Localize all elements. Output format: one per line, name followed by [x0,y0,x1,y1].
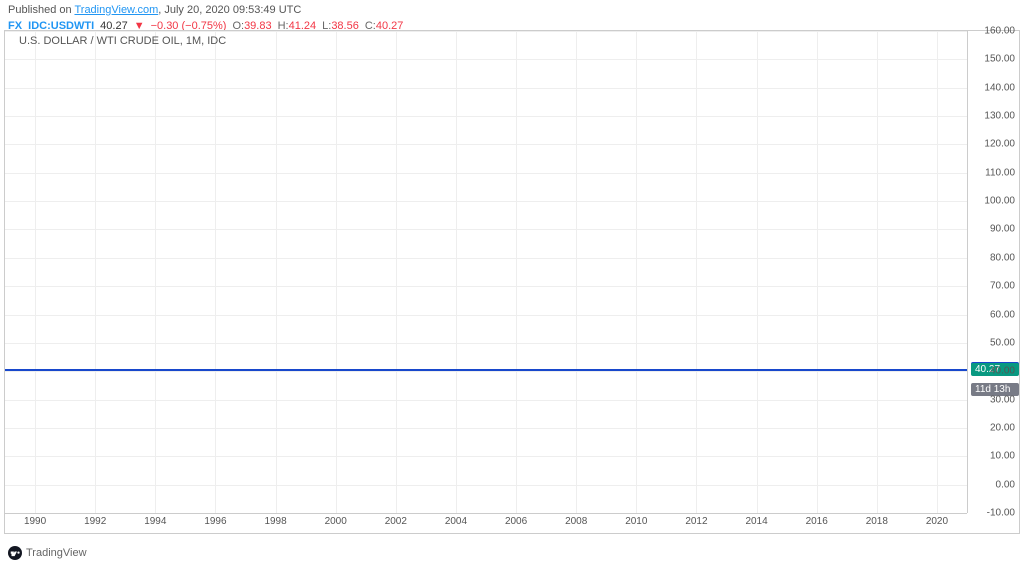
chart-header: Published on TradingView.com, July 20, 2… [0,0,1024,20]
tradingview-icon [8,546,22,560]
x-axis[interactable]: 1990199219941996199820002002200420062008… [5,513,967,533]
published-label: Published on TradingView.com, July 20, 2… [8,4,301,16]
site-link[interactable]: TradingView.com [74,4,158,16]
y-axis[interactable]: -10.000.0010.0020.0030.0040.0050.0060.00… [967,31,1019,513]
price-chart[interactable]: 40.8940.2711d 13h [5,31,967,513]
chart-container: U.S. DOLLAR / WTI CRUDE OIL, 1M, IDC 40.… [4,30,1020,534]
footer-brand[interactable]: TradingView [8,546,87,560]
chart-title: U.S. DOLLAR / WTI CRUDE OIL, 1M, IDC [9,33,236,49]
